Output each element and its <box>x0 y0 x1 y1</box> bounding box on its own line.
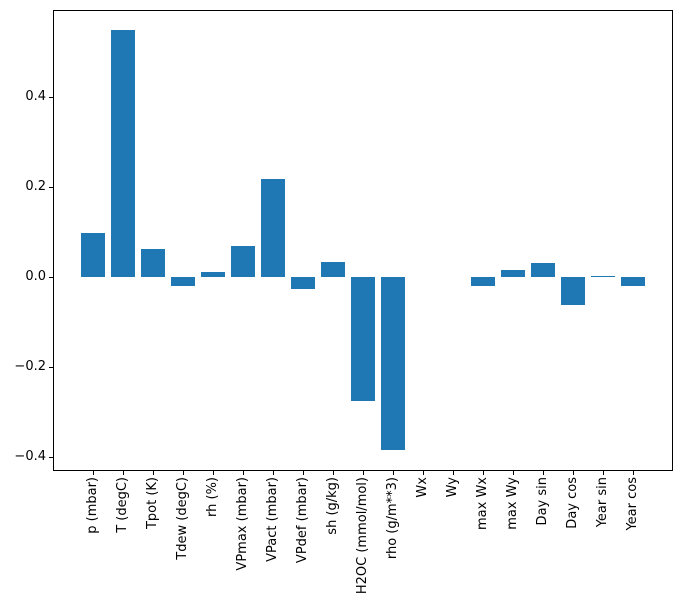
x-tick-label: T (degC) <box>115 477 130 533</box>
y-tick-label: 0.0 <box>25 269 46 285</box>
bar <box>561 277 585 305</box>
x-tick-label: Day sin <box>535 477 550 526</box>
x-tick-mark <box>602 471 604 475</box>
y-tick-mark <box>49 276 53 278</box>
x-tick-mark <box>212 471 214 475</box>
bar <box>291 277 315 289</box>
x-tick-label: sh (g/kg) <box>325 477 340 535</box>
bar <box>621 277 645 286</box>
bar <box>321 261 345 278</box>
x-tick-label: VPact (mbar) <box>265 477 280 562</box>
bar <box>111 30 135 278</box>
x-tick-mark <box>332 471 334 475</box>
bar <box>141 249 165 278</box>
bar <box>381 277 405 450</box>
x-tick-label: rh (%) <box>205 477 220 517</box>
plot-area <box>53 10 673 471</box>
x-tick-mark <box>392 471 394 475</box>
x-tick-mark <box>272 471 274 475</box>
y-tick-mark <box>49 96 53 98</box>
x-tick-mark <box>422 471 424 475</box>
x-tick-label: Wy <box>445 477 460 498</box>
bar <box>501 269 525 278</box>
y-tick-label: −0.2 <box>14 359 46 375</box>
x-tick-mark <box>512 471 514 475</box>
x-tick-label: rho (g/m**3) <box>385 477 400 560</box>
x-tick-label: Year sin <box>595 477 610 528</box>
x-tick-mark <box>632 471 634 475</box>
x-tick-mark <box>182 471 184 475</box>
x-tick-mark <box>242 471 244 475</box>
x-tick-label: max Wx <box>475 477 490 531</box>
x-tick-label: Tdew (degC) <box>175 477 190 560</box>
x-tick-mark <box>572 471 574 475</box>
x-tick-mark <box>122 471 124 475</box>
y-tick-mark <box>49 186 53 188</box>
x-tick-mark <box>362 471 364 475</box>
bar <box>231 246 255 278</box>
y-tick-label: 0.2 <box>25 179 46 195</box>
bar <box>351 277 375 401</box>
x-tick-label: VPdef (mbar) <box>295 477 310 564</box>
x-tick-label: max Wy <box>505 477 520 530</box>
x-tick-mark <box>452 471 454 475</box>
bar <box>591 276 615 278</box>
bar <box>531 262 555 278</box>
bar <box>81 232 105 278</box>
x-tick-label: p (mbar) <box>85 477 100 534</box>
y-tick-mark <box>49 456 53 458</box>
bar <box>471 277 495 287</box>
bar <box>171 277 195 286</box>
y-tick-label: 0.4 <box>25 89 46 105</box>
bar <box>201 271 225 278</box>
x-tick-mark <box>92 471 94 475</box>
x-tick-mark <box>302 471 304 475</box>
x-tick-label: Tpot (K) <box>145 477 160 530</box>
x-tick-mark <box>482 471 484 475</box>
x-tick-mark <box>542 471 544 475</box>
x-tick-label: VPmax (mbar) <box>235 477 250 571</box>
y-tick-label: −0.4 <box>14 449 46 465</box>
x-tick-label: Day cos <box>565 477 580 529</box>
bar <box>261 178 285 278</box>
y-tick-mark <box>49 366 53 368</box>
x-tick-mark <box>152 471 154 475</box>
x-tick-label: Year cos <box>625 477 640 531</box>
x-tick-label: Wx <box>415 477 430 498</box>
x-tick-label: H2OC (mmol/mol) <box>355 477 370 595</box>
